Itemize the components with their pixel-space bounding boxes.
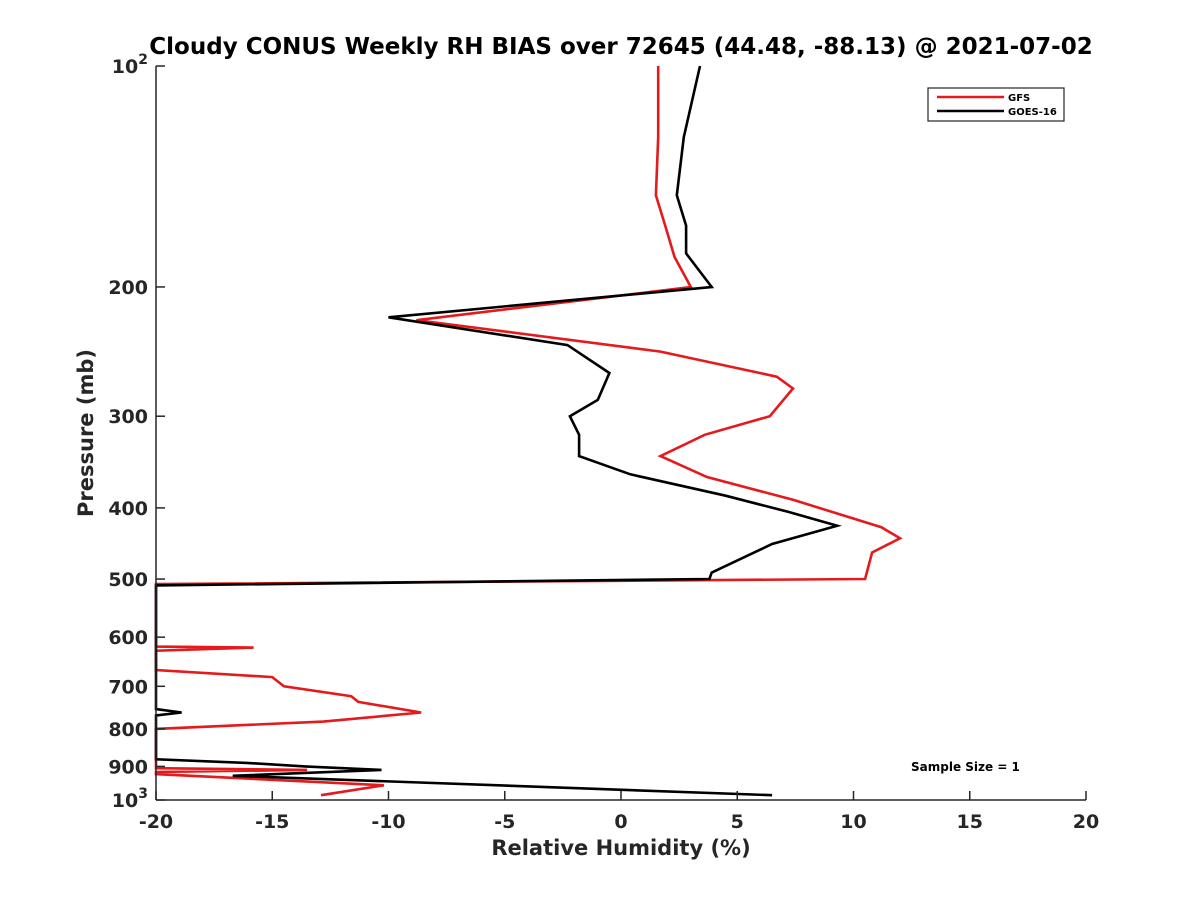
y-tick-label: 700 (108, 676, 148, 698)
series-line-gfs (154, 66, 903, 797)
x-tick-label: -5 (494, 811, 515, 833)
plot-area: -20 -15 -10 -5 0 5 10 15 20 102 200 300 400 500 600 70… (108, 52, 1099, 833)
x-tick-label: 15 (957, 811, 983, 833)
y-ticks: 102 200 300 400 500 600 700 800 900 103 (108, 52, 165, 812)
y-axis-label: Pressure (mb) (74, 349, 98, 517)
legend-label-gfs: GFS (1008, 93, 1030, 104)
y-tick-label: 102 (112, 52, 148, 78)
x-tick-label: -10 (371, 811, 405, 833)
legend-label-goes16: GOES-16 (1008, 107, 1057, 118)
series-lines (154, 65, 903, 797)
x-tick-label: 20 (1073, 811, 1099, 833)
y-tick-label: 500 (108, 569, 148, 591)
sample-size-annotation: Sample Size = 1 (911, 760, 1020, 774)
x-axis-label: Relative Humidity (%) (491, 836, 750, 860)
y-tick-label: 103 (112, 786, 148, 812)
y-tick-label: 800 (108, 719, 148, 741)
x-tick-label: 10 (840, 811, 866, 833)
x-tick-label: -15 (255, 811, 289, 833)
y-tick-label: 400 (108, 498, 148, 520)
legend-box (927, 87, 1065, 122)
x-ticks: -20 -15 -10 -5 0 5 10 15 20 (139, 791, 1099, 833)
x-tick-label: -20 (139, 811, 173, 833)
y-tick-label: 600 (108, 627, 148, 649)
y-tick-label: 200 (108, 277, 148, 299)
y-tick-label: 300 (108, 406, 148, 428)
series-line-goes-16 (154, 65, 842, 797)
y-tick-label: 900 (108, 756, 148, 778)
x-tick-label: 5 (731, 811, 744, 833)
chart-title: Cloudy CONUS Weekly RH BIAS over 72645 (… (149, 34, 1092, 60)
legend: GFS GOES-16 (927, 87, 1065, 122)
x-tick-label: 0 (614, 811, 627, 833)
